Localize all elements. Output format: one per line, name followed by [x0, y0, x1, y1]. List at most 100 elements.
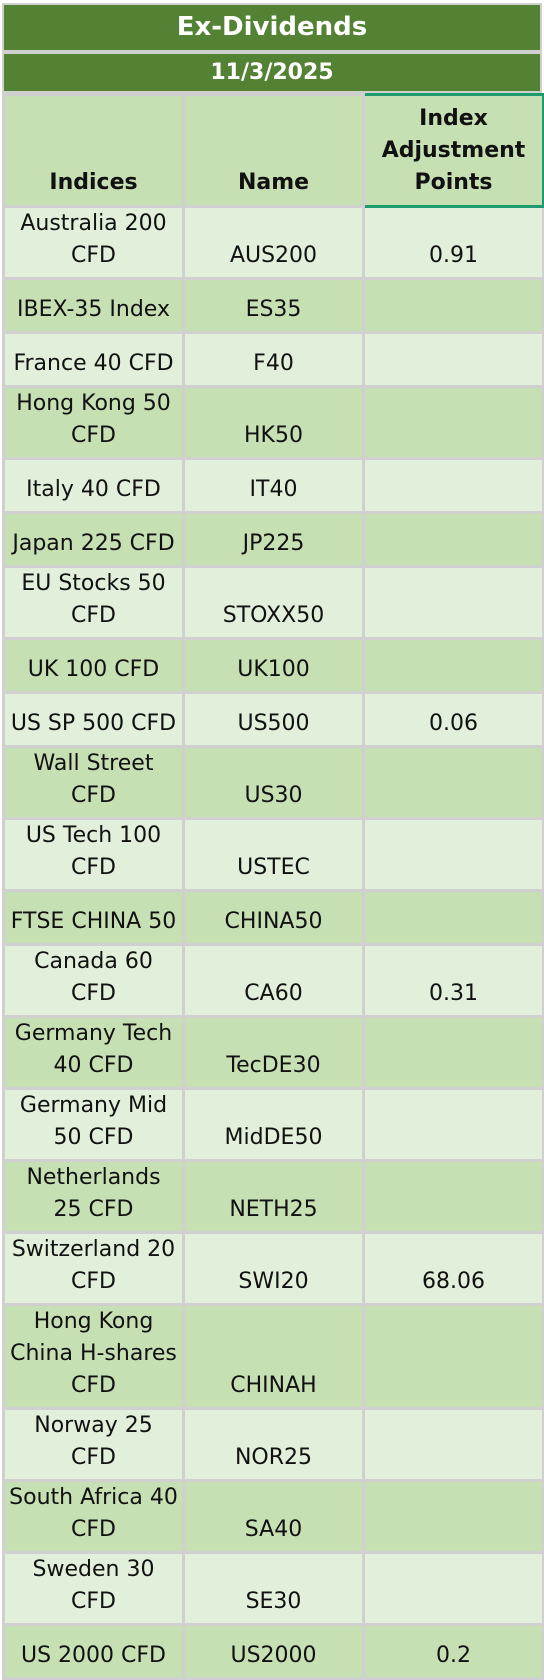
- header-line: Adjustment: [381, 138, 526, 163]
- table-row: FTSE CHINA 50 CHINA50: [2, 889, 544, 946]
- name-cell[interactable]: TecDE30: [182, 1015, 365, 1090]
- table-row: Japan 225 CFD JP225: [2, 511, 544, 568]
- index-cell[interactable]: France 40 CFD: [2, 331, 185, 388]
- header-line: Index: [419, 106, 488, 131]
- name-cell[interactable]: CHINAH: [182, 1303, 365, 1410]
- name-cell[interactable]: SA40: [182, 1479, 365, 1554]
- name-cell[interactable]: ES35: [182, 277, 365, 334]
- points-cell[interactable]: [362, 817, 544, 892]
- index-cell[interactable]: Canada 60 CFD: [2, 943, 185, 1018]
- name-cell[interactable]: USTEC: [182, 817, 365, 892]
- table-row: Italy 40 CFD IT40: [2, 457, 544, 514]
- table-row: Germany Mid 50 CFD MidDE50: [2, 1087, 544, 1162]
- points-cell[interactable]: 0.91: [362, 205, 544, 280]
- name-cell[interactable]: NETH25: [182, 1159, 365, 1234]
- index-cell[interactable]: UK 100 CFD: [2, 637, 185, 694]
- name-cell[interactable]: HK50: [182, 385, 365, 460]
- points-cell[interactable]: [362, 889, 544, 946]
- name-cell[interactable]: UK100: [182, 637, 365, 694]
- points-cell[interactable]: [362, 1479, 544, 1554]
- points-cell[interactable]: [362, 1407, 544, 1482]
- points-cell[interactable]: [362, 637, 544, 694]
- name-cell[interactable]: JP225: [182, 511, 365, 568]
- index-cell[interactable]: IBEX-35 Index: [2, 277, 185, 334]
- table-row: Norway 25 CFD NOR25: [2, 1407, 544, 1482]
- sheet-date: 11/3/2025: [2, 52, 542, 93]
- name-cell[interactable]: STOXX50: [182, 565, 365, 640]
- points-cell[interactable]: 0.31: [362, 943, 544, 1018]
- index-cell[interactable]: Sweden 30 CFD: [2, 1551, 185, 1626]
- index-cell[interactable]: US SP 500 CFD: [2, 691, 185, 748]
- table-row: Wall Street CFD US30: [2, 745, 544, 820]
- points-cell[interactable]: [362, 1551, 544, 1626]
- table-row: US 2000 CFD US2000 0.2: [2, 1623, 544, 1680]
- header-row: Indices Name Index Adjustment Points: [2, 93, 544, 208]
- name-cell[interactable]: US30: [182, 745, 365, 820]
- table-row: US Tech 100 CFD USTEC: [2, 817, 544, 892]
- index-cell[interactable]: Hong Kong China H-shares CFD: [2, 1303, 185, 1410]
- index-cell[interactable]: South Africa 40 CFD: [2, 1479, 185, 1554]
- ex-dividends-table: Indices Name Index Adjustment Points Aus…: [2, 93, 544, 1680]
- name-cell[interactable]: CHINA50: [182, 889, 365, 946]
- points-cell[interactable]: [362, 745, 544, 820]
- index-cell[interactable]: Norway 25 CFD: [2, 1407, 185, 1482]
- index-cell[interactable]: Wall Street CFD: [2, 745, 185, 820]
- table-row: IBEX-35 Index ES35: [2, 277, 544, 334]
- name-cell[interactable]: F40: [182, 331, 365, 388]
- name-cell[interactable]: SE30: [182, 1551, 365, 1626]
- points-cell[interactable]: 0.2: [362, 1623, 544, 1680]
- name-cell[interactable]: SWI20: [182, 1231, 365, 1306]
- table-row: Hong Kong 50 CFD HK50: [2, 385, 544, 460]
- index-cell[interactable]: Netherlands 25 CFD: [2, 1159, 185, 1234]
- table-row: Germany Tech 40 CFD TecDE30: [2, 1015, 544, 1090]
- name-cell[interactable]: NOR25: [182, 1407, 365, 1482]
- column-header-index-adjustment-points[interactable]: Index Adjustment Points: [362, 93, 544, 208]
- index-cell[interactable]: Hong Kong 50 CFD: [2, 385, 185, 460]
- table-row: Australia 200 CFD AUS200 0.91: [2, 205, 544, 280]
- table-row: UK 100 CFD UK100: [2, 637, 544, 694]
- column-header-name: Name: [182, 93, 365, 208]
- name-cell[interactable]: US2000: [182, 1623, 365, 1680]
- index-cell[interactable]: Italy 40 CFD: [2, 457, 185, 514]
- table-row: Canada 60 CFD CA60 0.31: [2, 943, 544, 1018]
- table-row: US SP 500 CFD US500 0.06: [2, 691, 544, 748]
- table-row: Hong Kong China H-shares CFD CHINAH: [2, 1303, 544, 1410]
- points-cell[interactable]: [362, 1087, 544, 1162]
- table-row: France 40 CFD F40: [2, 331, 544, 388]
- sheet-title: Ex-Dividends: [2, 3, 542, 52]
- points-cell[interactable]: [362, 511, 544, 568]
- points-cell[interactable]: [362, 331, 544, 388]
- index-cell[interactable]: EU Stocks 50 CFD: [2, 565, 185, 640]
- table-row: Sweden 30 CFD SE30: [2, 1551, 544, 1626]
- index-cell[interactable]: Australia 200 CFD: [2, 205, 185, 280]
- table-row: EU Stocks 50 CFD STOXX50: [2, 565, 544, 640]
- table-row: Netherlands 25 CFD NETH25: [2, 1159, 544, 1234]
- index-cell[interactable]: US 2000 CFD: [2, 1623, 185, 1680]
- index-cell[interactable]: Switzerland 20 CFD: [2, 1231, 185, 1306]
- table-body: Australia 200 CFD AUS200 0.91 IBEX-35 Index…: [2, 205, 544, 1680]
- index-cell[interactable]: US Tech 100 CFD: [2, 817, 185, 892]
- points-cell[interactable]: 68.06: [362, 1231, 544, 1306]
- points-cell[interactable]: [362, 1159, 544, 1234]
- points-cell[interactable]: [362, 1303, 544, 1410]
- points-cell[interactable]: [362, 565, 544, 640]
- index-cell[interactable]: Japan 225 CFD: [2, 511, 185, 568]
- index-cell[interactable]: Germany Mid 50 CFD: [2, 1087, 185, 1162]
- header-line: Points: [414, 170, 493, 195]
- name-cell[interactable]: IT40: [182, 457, 365, 514]
- table-row: South Africa 40 CFD SA40: [2, 1479, 544, 1554]
- name-cell[interactable]: CA60: [182, 943, 365, 1018]
- points-cell[interactable]: [362, 385, 544, 460]
- name-cell[interactable]: MidDE50: [182, 1087, 365, 1162]
- points-cell[interactable]: [362, 277, 544, 334]
- column-header-indices: Indices: [2, 93, 185, 208]
- points-cell[interactable]: 0.06: [362, 691, 544, 748]
- index-cell[interactable]: Germany Tech 40 CFD: [2, 1015, 185, 1090]
- name-cell[interactable]: AUS200: [182, 205, 365, 280]
- points-cell[interactable]: [362, 1015, 544, 1090]
- index-cell[interactable]: FTSE CHINA 50: [2, 889, 185, 946]
- points-cell[interactable]: [362, 457, 544, 514]
- table-row: Switzerland 20 CFD SWI20 68.06: [2, 1231, 544, 1306]
- name-cell[interactable]: US500: [182, 691, 365, 748]
